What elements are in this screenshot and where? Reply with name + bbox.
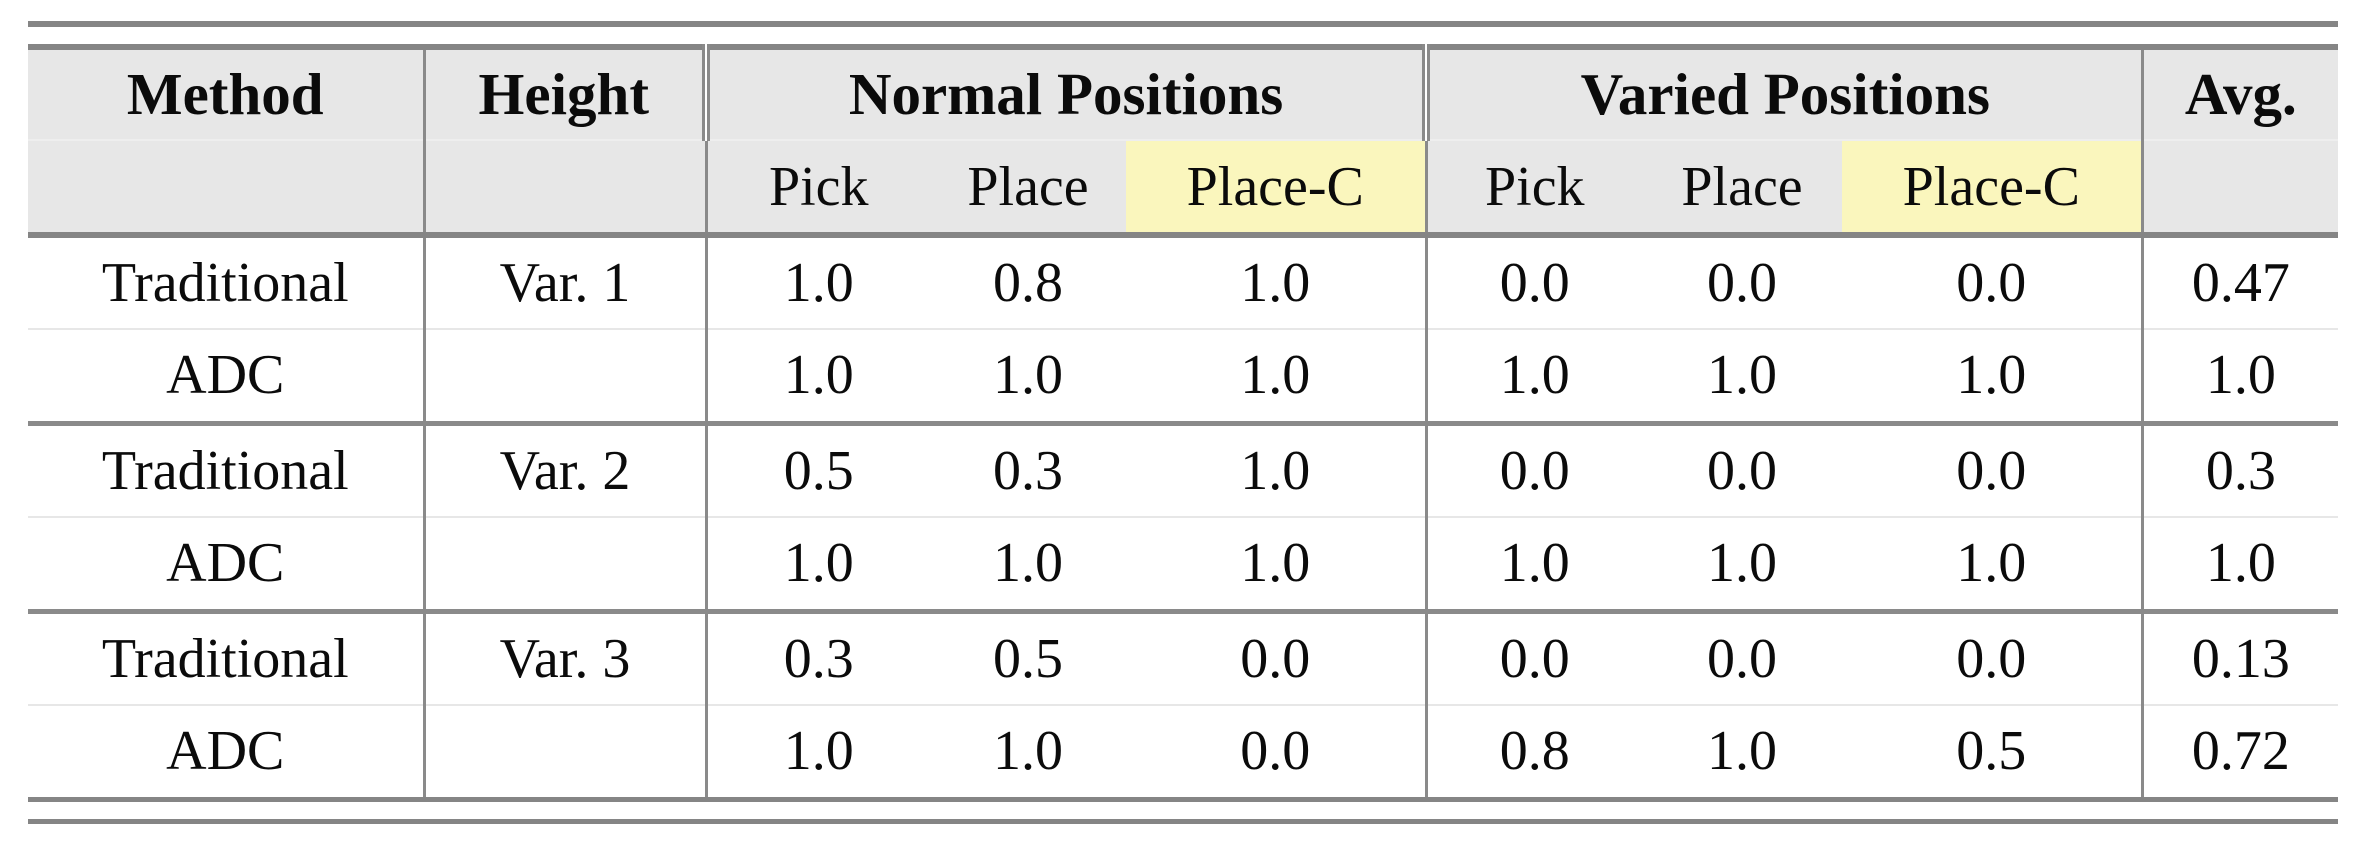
value-cell: 1.0 — [704, 704, 930, 799]
value-cell: 1.0 — [1126, 516, 1427, 611]
group-header-normal-positions: Normal Positions — [701, 47, 1427, 140]
value-cell: 1.0 — [704, 328, 930, 423]
value-cell: 1.0 — [704, 516, 930, 611]
value-cell: 0.8 — [930, 235, 1126, 329]
value-cell: 1.0 — [930, 704, 1126, 799]
value-cell: 1.0 — [1642, 328, 1843, 423]
value-cell: 0.0 — [1126, 704, 1427, 799]
avg-cell: 0.47 — [2140, 235, 2339, 329]
subheader-varied-pick: Pick — [1424, 139, 1643, 235]
value-cell: 0.5 — [930, 611, 1126, 705]
header-method: Method — [28, 47, 424, 140]
table-row: Traditional Var. 1 1.0 0.8 1.0 0.0 0.0 0… — [28, 235, 2339, 329]
header-method-spacer — [28, 139, 424, 235]
header-height-spacer — [422, 139, 706, 235]
header-height: Height — [422, 47, 706, 140]
table-row: ADC 1.0 1.0 1.0 1.0 1.0 1.0 1.0 — [28, 516, 2339, 611]
subheader-normal-place: Place — [930, 139, 1126, 235]
value-cell: 0.0 — [1424, 235, 1643, 329]
avg-cell: 0.13 — [2140, 611, 2339, 705]
subheader-varied-place-c: Place-C — [1842, 139, 2143, 235]
value-cell: 0.5 — [1842, 704, 2143, 799]
value-cell: 0.3 — [704, 611, 930, 705]
height-cell — [422, 704, 706, 799]
height-cell — [422, 328, 706, 423]
method-cell: ADC — [28, 328, 424, 423]
avg-cell: 0.3 — [2140, 423, 2339, 517]
value-cell: 1.0 — [1842, 328, 2143, 423]
subheader-varied-place: Place — [1642, 139, 1843, 235]
method-cell: ADC — [28, 516, 424, 611]
method-cell: ADC — [28, 704, 424, 799]
table-row: ADC 1.0 1.0 1.0 1.0 1.0 1.0 1.0 — [28, 328, 2339, 423]
value-cell: 0.0 — [1842, 423, 2143, 517]
avg-cell: 1.0 — [2140, 516, 2339, 611]
table-row: Traditional Var. 3 0.3 0.5 0.0 0.0 0.0 0… — [28, 611, 2339, 705]
value-cell: 1.0 — [1126, 423, 1427, 517]
block-var-2: Traditional Var. 2 0.5 0.3 1.0 0.0 0.0 0… — [28, 423, 2339, 611]
header-group-row: Method Height Normal Positions Varied Po… — [28, 47, 2339, 140]
value-cell: 1.0 — [1126, 328, 1427, 423]
results-table: Method Height Normal Positions Varied Po… — [28, 44, 2339, 802]
method-cell: Traditional — [28, 235, 424, 329]
header-avg: Avg. — [2140, 47, 2339, 140]
avg-cell: 1.0 — [2140, 328, 2339, 423]
block-var-3: Traditional Var. 3 0.3 0.5 0.0 0.0 0.0 0… — [28, 611, 2339, 799]
value-cell: 0.0 — [1126, 611, 1427, 705]
value-cell: 1.0 — [1424, 516, 1643, 611]
value-cell: 1.0 — [1842, 516, 2143, 611]
table-row: ADC 1.0 1.0 0.0 0.8 1.0 0.5 0.72 — [28, 704, 2339, 799]
bottom-outer-rule — [28, 818, 2338, 824]
value-cell: 1.0 — [1424, 328, 1643, 423]
value-cell: 0.0 — [1842, 611, 2143, 705]
value-cell: 0.8 — [1424, 704, 1643, 799]
height-cell: Var. 3 — [422, 611, 706, 705]
table-row: Traditional Var. 2 0.5 0.3 1.0 0.0 0.0 0… — [28, 423, 2339, 517]
avg-cell: 0.72 — [2140, 704, 2339, 799]
height-cell: Var. 2 — [422, 423, 706, 517]
header-avg-spacer — [2140, 139, 2339, 235]
value-cell: 0.0 — [1642, 423, 1843, 517]
value-cell: 1.0 — [1642, 704, 1843, 799]
value-cell: 0.3 — [930, 423, 1126, 517]
value-cell: 0.0 — [1642, 611, 1843, 705]
value-cell: 0.0 — [1642, 235, 1843, 329]
value-cell: 1.0 — [1126, 235, 1427, 329]
value-cell: 0.0 — [1424, 423, 1643, 517]
height-cell — [422, 516, 706, 611]
subheader-normal-place-c: Place-C — [1126, 139, 1427, 235]
method-cell: Traditional — [28, 423, 424, 517]
method-cell: Traditional — [28, 611, 424, 705]
value-cell: 1.0 — [930, 516, 1126, 611]
subheader-normal-pick: Pick — [704, 139, 930, 235]
value-cell: 1.0 — [1642, 516, 1843, 611]
value-cell: 1.0 — [704, 235, 930, 329]
value-cell: 0.5 — [704, 423, 930, 517]
table-header: Method Height Normal Positions Varied Po… — [28, 47, 2339, 235]
value-cell: 1.0 — [930, 328, 1126, 423]
header-sub-row: Pick Place Place-C Pick Place Place-C — [28, 139, 2339, 235]
value-cell: 0.0 — [1424, 611, 1643, 705]
value-cell: 0.0 — [1842, 235, 2143, 329]
block-var-1: Traditional Var. 1 1.0 0.8 1.0 0.0 0.0 0… — [28, 235, 2339, 423]
top-outer-rule — [28, 21, 2338, 27]
height-cell: Var. 1 — [422, 235, 706, 329]
group-header-varied-positions: Varied Positions — [1422, 47, 2143, 140]
